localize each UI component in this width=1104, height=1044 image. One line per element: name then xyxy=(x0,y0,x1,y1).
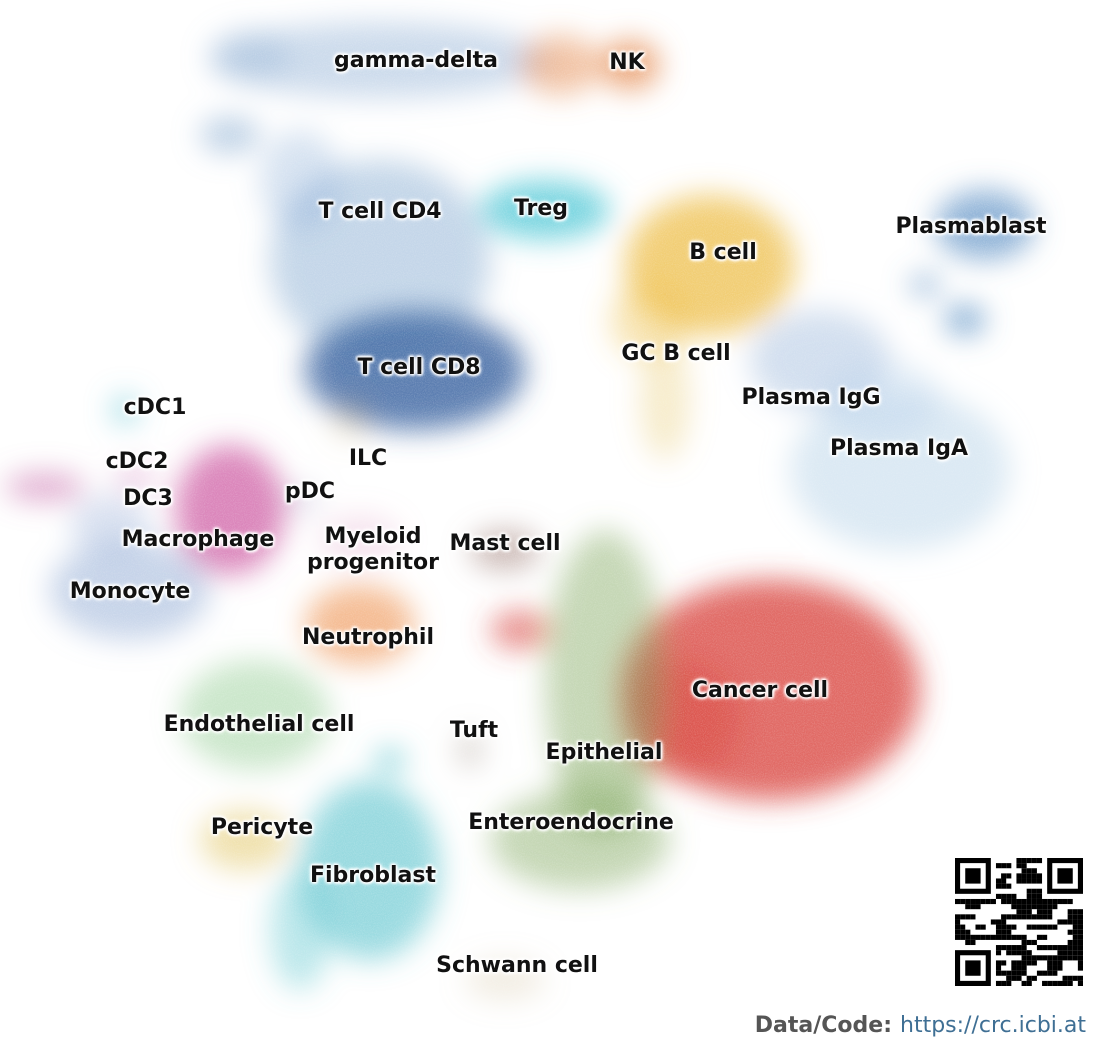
cluster-label-plasma-iga: Plasma IgA xyxy=(830,436,968,461)
cluster-label-dc3: DC3 xyxy=(123,486,173,511)
cluster-label-pericyte: Pericyte xyxy=(210,815,314,840)
cluster-label-enteroendocrine: Enteroendocrine xyxy=(468,810,674,835)
footer-url-link[interactable]: https://crc.icbi.at xyxy=(900,1013,1086,1038)
cluster-label-plasma-igg: Plasma IgG xyxy=(741,385,881,410)
cluster-label-mast: Mast cell xyxy=(449,531,561,556)
cluster-label-neutrophil: Neutrophil xyxy=(302,625,434,650)
cluster-label-b-cell: B cell xyxy=(689,240,757,265)
qr-code-icon xyxy=(955,858,1083,986)
cluster-label-tuft: Tuft xyxy=(449,718,499,743)
data-code-footer: Data/Code: https://crc.icbi.at xyxy=(755,1013,1086,1038)
cluster-label-gamma-delta: gamma-delta xyxy=(334,48,498,73)
footer-key: Data/Code: xyxy=(754,1013,892,1038)
cluster-label-cancer: Cancer cell xyxy=(691,678,829,703)
cluster-label-t-cd4: T cell CD4 xyxy=(318,199,442,224)
cluster-label-monocyte: Monocyte xyxy=(69,579,191,604)
cluster-label-nk: NK xyxy=(609,50,645,75)
cluster-label-cdc1: cDC1 xyxy=(123,395,187,420)
cluster-label-macrophage: Macrophage xyxy=(121,527,275,552)
cluster-label-ilc: ILC xyxy=(348,446,388,471)
cluster-label-plasmablast: Plasmablast xyxy=(895,214,1047,239)
cluster-label-epithelial: Epithelial xyxy=(545,740,663,765)
cluster-label-myeloid: Myeloid progenitor xyxy=(306,524,440,575)
cluster-label-t-cd8: T cell CD8 xyxy=(357,355,481,380)
cluster-label-cdc2: cDC2 xyxy=(105,449,169,474)
cluster-label-fibroblast: Fibroblast xyxy=(309,863,437,888)
cluster-label-gc-b: GC B cell xyxy=(621,341,731,366)
cluster-label-treg: Treg xyxy=(513,196,569,221)
cluster-label-endothelial: Endothelial cell xyxy=(163,712,355,737)
cluster-label-pdc: pDC xyxy=(284,479,336,504)
cluster-label-schwann: Schwann cell xyxy=(436,953,598,978)
